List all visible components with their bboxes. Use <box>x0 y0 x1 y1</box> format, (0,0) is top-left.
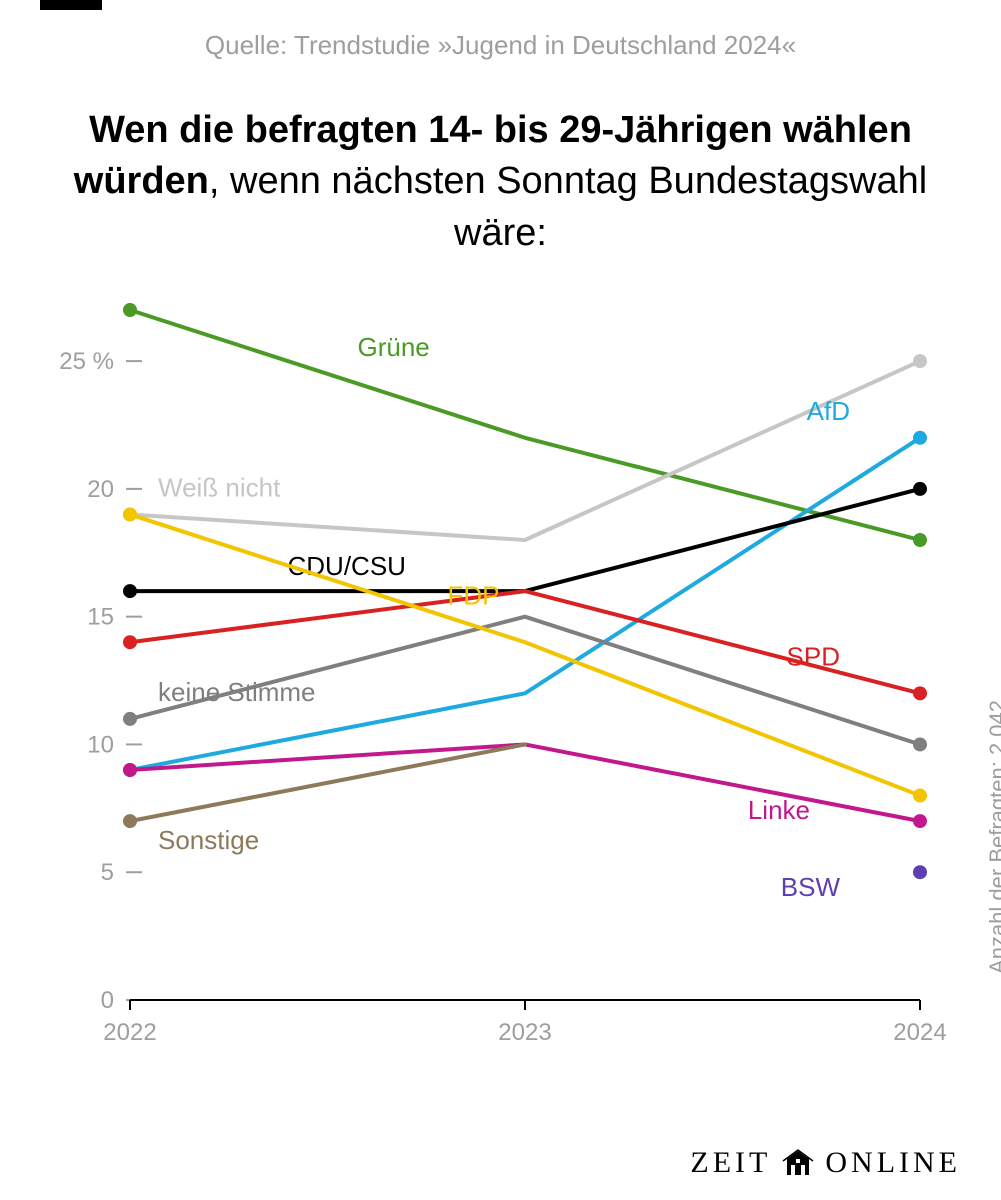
y-tick-label: 25 % <box>59 348 114 375</box>
brand-left: ZEIT <box>690 1146 771 1180</box>
series-marker <box>913 865 927 879</box>
y-tick-label: 20 <box>87 476 114 503</box>
series-marker <box>123 763 137 777</box>
brand-right: ONLINE <box>825 1146 961 1180</box>
brand-logo: ZEIT ONLINE <box>690 1146 961 1180</box>
series-marker <box>123 712 137 726</box>
y-tick-label: 0 <box>101 987 114 1014</box>
series-label: CDU/CSU <box>288 551 406 581</box>
line-chart: 0 5 10 15 20 25 % 2022 2023 2024 Grüne Weiß nicht A… <box>40 300 960 1080</box>
series-label: BSW <box>781 872 841 902</box>
series-label: SPD <box>787 641 840 671</box>
x-tick-label: 2024 <box>893 1019 946 1046</box>
series-label: FDP <box>448 580 500 610</box>
series-label: Linke <box>748 795 810 825</box>
series-marker <box>123 635 137 649</box>
series-marker <box>913 354 927 368</box>
series-marker <box>123 814 137 828</box>
series-marker <box>913 686 927 700</box>
series-marker <box>123 584 137 598</box>
y-tick-label: 10 <box>87 731 114 758</box>
series-label: Grüne <box>358 332 430 362</box>
series-marker <box>913 533 927 547</box>
title-rest: , wenn nächsten Sonntag Bundestagswahl w… <box>209 160 927 253</box>
respondent-footnote: Anzahl der Befragten: 2.042 <box>985 700 1001 974</box>
series-marker <box>913 789 927 803</box>
y-tick-label: 5 <box>101 859 114 886</box>
x-tick-label: 2022 <box>103 1019 156 1046</box>
top-accent-bar <box>40 0 102 10</box>
source-line: Quelle: Trendstudie »Jugend in Deutschla… <box>0 30 1001 61</box>
series-line <box>130 310 920 540</box>
series-marker <box>123 507 137 521</box>
series-label: Sonstige <box>158 825 259 855</box>
series-label: AfD <box>807 396 850 426</box>
series-marker <box>913 431 927 445</box>
series-label: keine Stimme <box>158 677 316 707</box>
y-tick-label: 15 <box>87 604 114 631</box>
series-label: Weiß nicht <box>158 472 281 502</box>
series-marker <box>913 482 927 496</box>
chart-title: Wen die befragten 14- bis 29-Jährigen wä… <box>60 105 941 259</box>
chart-svg: 0 5 10 15 20 25 % 2022 2023 2024 Grüne Weiß nicht A… <box>40 300 960 1080</box>
series-marker <box>123 303 137 317</box>
series-marker <box>913 737 927 751</box>
brand-emblem-icon <box>781 1149 815 1177</box>
series-marker <box>913 814 927 828</box>
x-tick-label: 2023 <box>498 1019 551 1046</box>
